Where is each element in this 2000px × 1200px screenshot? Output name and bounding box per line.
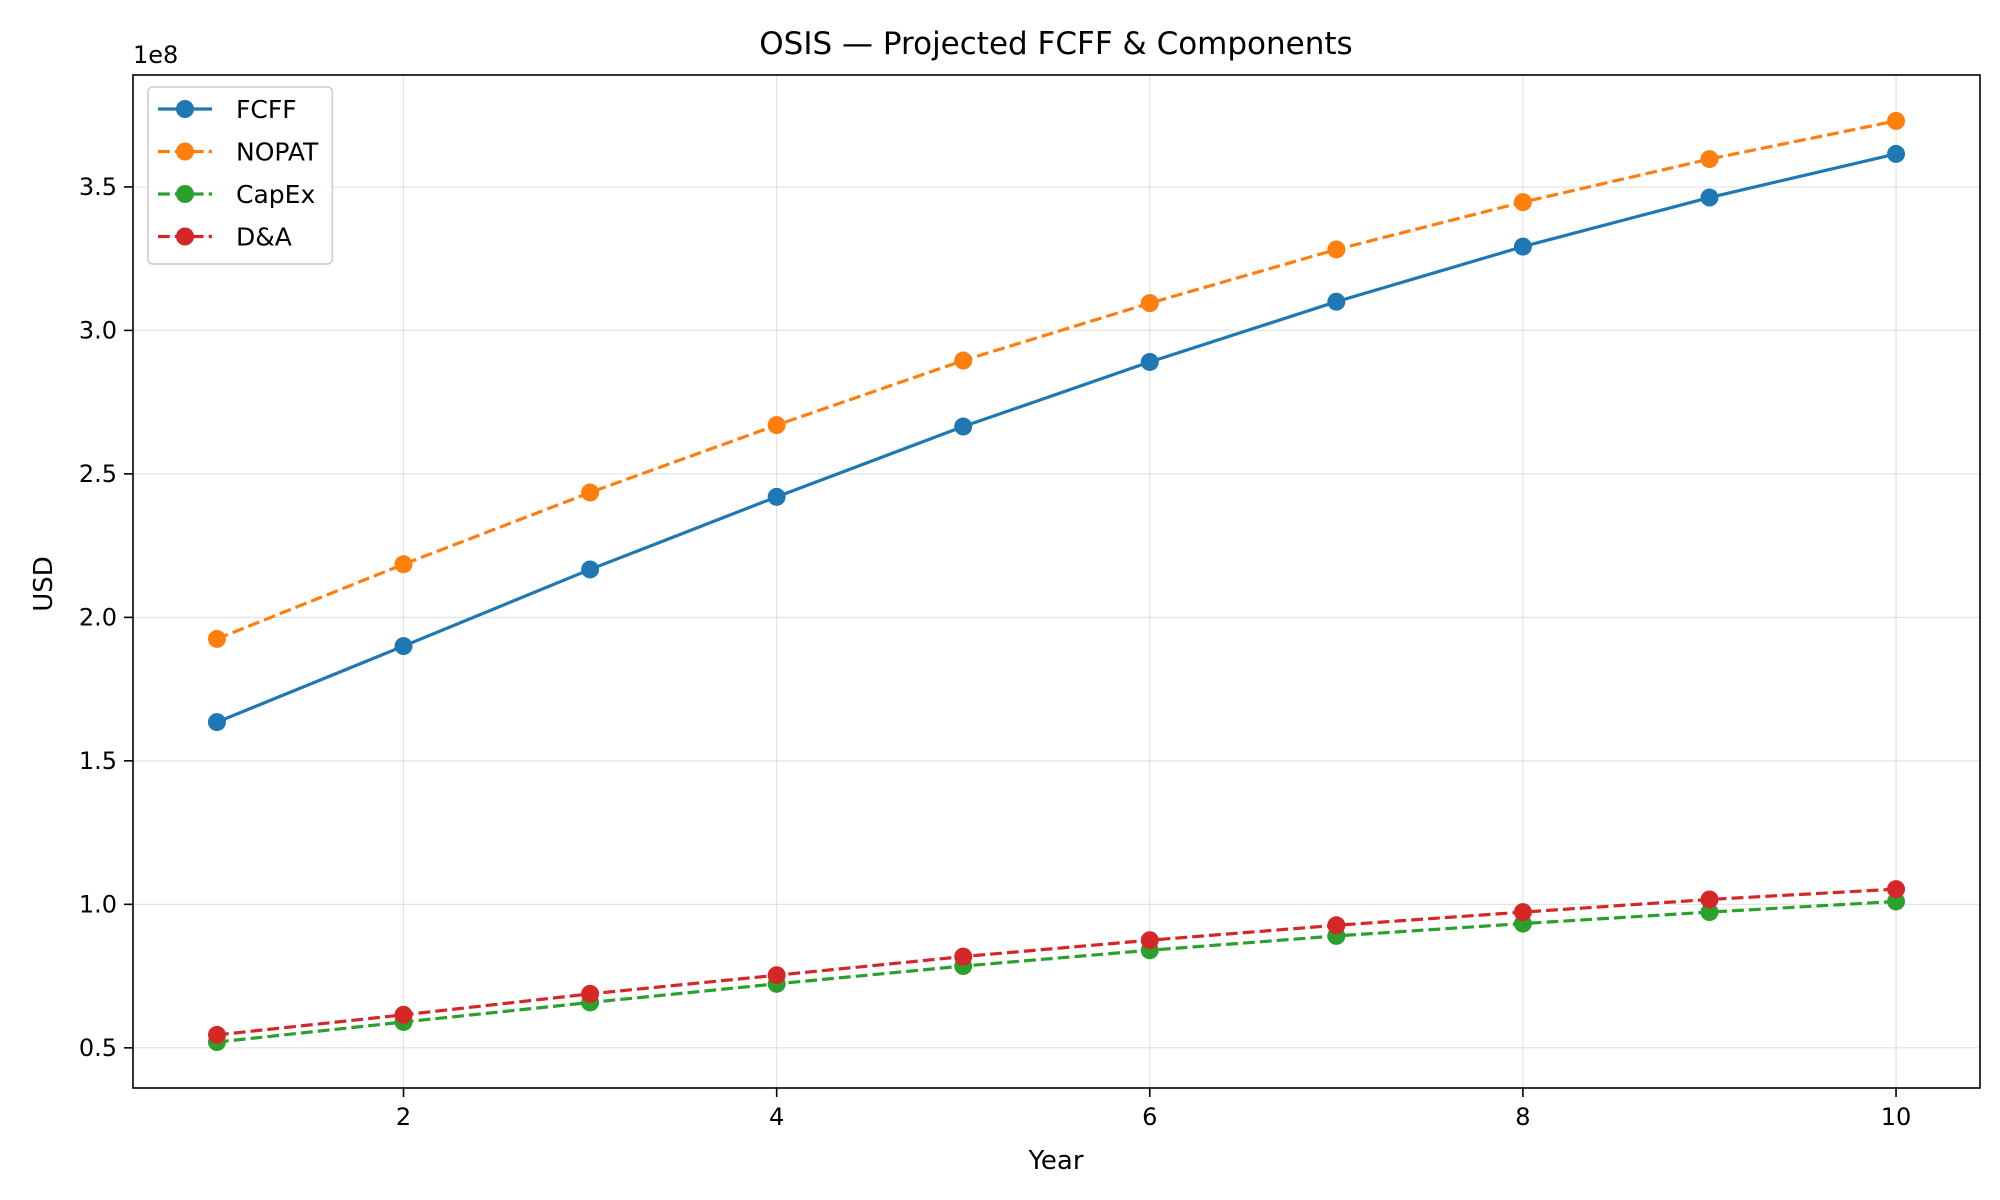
series-line-nopat — [216, 119, 1897, 641]
legend-marker-nopat — [176, 142, 194, 161]
data-point-d-a — [1700, 890, 1719, 909]
legend-item-d-a: D&A — [158, 223, 292, 252]
legend-label-d-a: D&A — [236, 223, 292, 252]
data-point-fcff — [1140, 352, 1159, 371]
series-layer — [207, 111, 1906, 1052]
data-point-nopat — [1140, 294, 1159, 313]
chart-title: OSIS — Projected FCFF & Components — [759, 26, 1352, 62]
data-point-nopat — [394, 555, 413, 574]
y-tick-label: 1.0 — [79, 890, 117, 918]
y-tick-label: 3.5 — [79, 173, 117, 201]
data-point-d-a — [767, 966, 786, 985]
y-axis-label: USD — [29, 556, 59, 612]
x-tick-label: 8 — [1515, 1103, 1530, 1131]
series-line-d-a — [216, 887, 1897, 1037]
legend-item-fcff: FCFF — [158, 95, 297, 124]
data-point-d-a — [207, 1025, 226, 1044]
x-tick-label: 10 — [1881, 1103, 1912, 1131]
data-point-fcff — [1887, 144, 1906, 163]
data-point-nopat — [581, 483, 600, 502]
data-point-d-a — [1140, 931, 1159, 950]
data-point-fcff — [954, 417, 973, 436]
data-point-nopat — [207, 629, 226, 648]
data-point-fcff — [207, 713, 226, 732]
x-tick-label: 6 — [1142, 1103, 1157, 1131]
legend-marker-capex — [176, 185, 194, 203]
data-point-d-a — [1887, 880, 1906, 899]
y-axis-offset-label: 1e8 — [133, 41, 178, 69]
data-point-capex — [1887, 892, 1906, 911]
data-point-nopat — [954, 351, 973, 370]
grid — [133, 75, 1980, 1088]
legend-label-capex: CapEx — [236, 180, 315, 209]
x-tick-label: 2 — [396, 1103, 411, 1131]
series-line-fcff — [216, 152, 1897, 724]
data-point-nopat — [1700, 150, 1719, 169]
legend-item-capex: CapEx — [158, 180, 315, 209]
y-tick-label: 1.5 — [79, 747, 117, 775]
data-point-d-a — [1327, 916, 1346, 935]
y-tick-label: 2.0 — [79, 603, 117, 631]
series-line-capex — [216, 899, 1897, 1044]
y-tick-label: 0.5 — [79, 1034, 117, 1062]
data-point-d-a — [581, 984, 600, 1003]
data-point-d-a — [1513, 903, 1532, 922]
y-tick-label: 2.5 — [79, 460, 117, 488]
data-point-fcff — [581, 560, 600, 579]
y-tick-label: 3.0 — [79, 316, 117, 344]
series-nopat — [207, 111, 1906, 648]
data-point-nopat — [1887, 111, 1906, 130]
data-point-nopat — [767, 416, 786, 435]
data-point-nopat — [1513, 193, 1532, 212]
data-point-d-a — [394, 1005, 413, 1024]
data-point-d-a — [954, 947, 973, 966]
legend-marker-d-a — [176, 227, 194, 246]
legend-item-nopat: NOPAT — [158, 138, 319, 167]
data-point-fcff — [1513, 237, 1532, 256]
data-point-fcff — [1700, 188, 1719, 207]
plot-frame — [132, 74, 1981, 1089]
legend: FCFF NOPAT CapEx D&A — [147, 86, 334, 265]
data-point-capex — [1700, 903, 1719, 922]
x-axis-label: Year — [1027, 1146, 1083, 1176]
data-point-fcff — [1327, 292, 1346, 311]
series-fcff — [207, 144, 1906, 732]
legend-frame — [147, 86, 334, 265]
ticks: 2 4 6 8 10 0.5 1.0 1.5 2.0 2.5 3.0 3.5 — [79, 173, 1911, 1131]
legend-marker-fcff — [176, 100, 194, 118]
data-point-nopat — [1327, 240, 1346, 259]
data-point-fcff — [394, 637, 413, 656]
data-point-fcff — [767, 487, 786, 506]
legend-label-fcff: FCFF — [236, 95, 297, 124]
series-d-a — [207, 880, 1906, 1044]
legend-label-nopat: NOPAT — [236, 138, 319, 167]
x-tick-label: 4 — [769, 1103, 784, 1131]
